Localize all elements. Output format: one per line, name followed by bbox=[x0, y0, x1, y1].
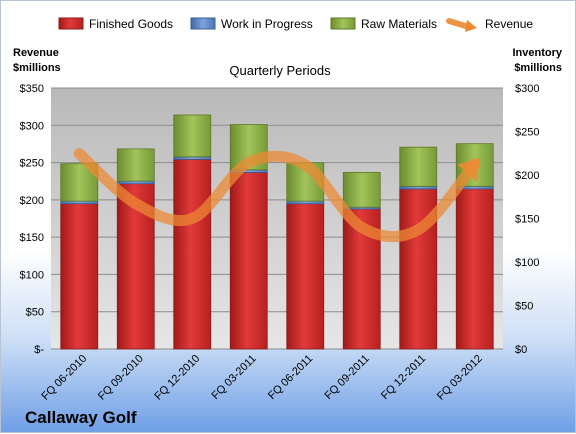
left-axis-ticks: $- $50 $100 $150 $200 $250 $300 $350 bbox=[20, 83, 45, 356]
right-tick-label: $150 bbox=[515, 214, 539, 226]
category-tick-label: FQ 12-2011 bbox=[379, 353, 428, 402]
right-axis-title-line2: $millions bbox=[514, 62, 562, 74]
category-tick-label: FQ 12-2010 bbox=[152, 353, 202, 403]
left-tick-label: $- bbox=[34, 344, 44, 356]
bar-raw-materials bbox=[117, 149, 154, 181]
legend-label-work-in-progress: Work in Progress bbox=[221, 17, 313, 31]
bar-finished-goods bbox=[61, 204, 98, 349]
bar-raw-materials bbox=[400, 147, 437, 186]
legend-swatch-work-in-progress bbox=[191, 18, 215, 29]
bar-finished-goods bbox=[230, 172, 267, 349]
legend-swatch-finished-goods bbox=[59, 18, 83, 29]
category-tick-label: FQ 06-2010 bbox=[39, 353, 89, 403]
left-axis-title-line1: Revenue bbox=[13, 47, 59, 59]
category-tick-label: FQ 09-2011 bbox=[322, 353, 371, 402]
chart-subtitle: Quarterly Periods bbox=[229, 63, 331, 78]
right-tick-label: $300 bbox=[515, 83, 539, 95]
legend-label-finished-goods: Finished Goods bbox=[89, 17, 173, 31]
right-tick-label: $0 bbox=[515, 344, 527, 356]
legend-swatch-raw-materials bbox=[331, 18, 355, 29]
right-axis-title-line1: Inventory bbox=[512, 47, 562, 59]
bar-raw-materials bbox=[174, 115, 211, 157]
company-name: Callaway Golf bbox=[25, 408, 137, 427]
bar-finished-goods bbox=[287, 204, 324, 349]
left-tick-label: $350 bbox=[20, 83, 44, 95]
right-axis-ticks: $0 $50 $100 $150 $200 $250 $300 bbox=[515, 83, 539, 356]
left-tick-label: $250 bbox=[20, 158, 44, 170]
right-tick-label: $200 bbox=[515, 170, 539, 182]
right-tick-label: $250 bbox=[515, 127, 539, 139]
right-tick-label: $50 bbox=[515, 301, 533, 313]
category-tick-label: FQ 03-2012 bbox=[435, 353, 485, 403]
left-tick-label: $300 bbox=[20, 120, 44, 132]
chart-legend: Finished Goods Work in Progress Raw Mate… bbox=[59, 17, 533, 32]
category-tick-label: FQ 09-2010 bbox=[96, 353, 146, 403]
left-tick-label: $50 bbox=[26, 307, 44, 319]
category-tick-label: FQ 03-2011 bbox=[209, 353, 258, 402]
left-axis-title-line2: $millions bbox=[13, 62, 61, 74]
left-tick-label: $150 bbox=[20, 232, 44, 244]
bar-raw-materials bbox=[343, 172, 380, 207]
right-tick-label: $100 bbox=[515, 257, 539, 269]
category-tick-label: FQ 06-2011 bbox=[266, 353, 315, 402]
legend-label-revenue: Revenue bbox=[485, 17, 533, 31]
legend-label-raw-materials: Raw Materials bbox=[361, 17, 437, 31]
left-tick-label: $200 bbox=[20, 195, 44, 207]
bar-finished-goods bbox=[174, 159, 211, 349]
legend-swatch-revenue-arrow bbox=[465, 20, 477, 32]
left-tick-label: $100 bbox=[20, 269, 44, 281]
bar-finished-goods bbox=[456, 189, 493, 349]
